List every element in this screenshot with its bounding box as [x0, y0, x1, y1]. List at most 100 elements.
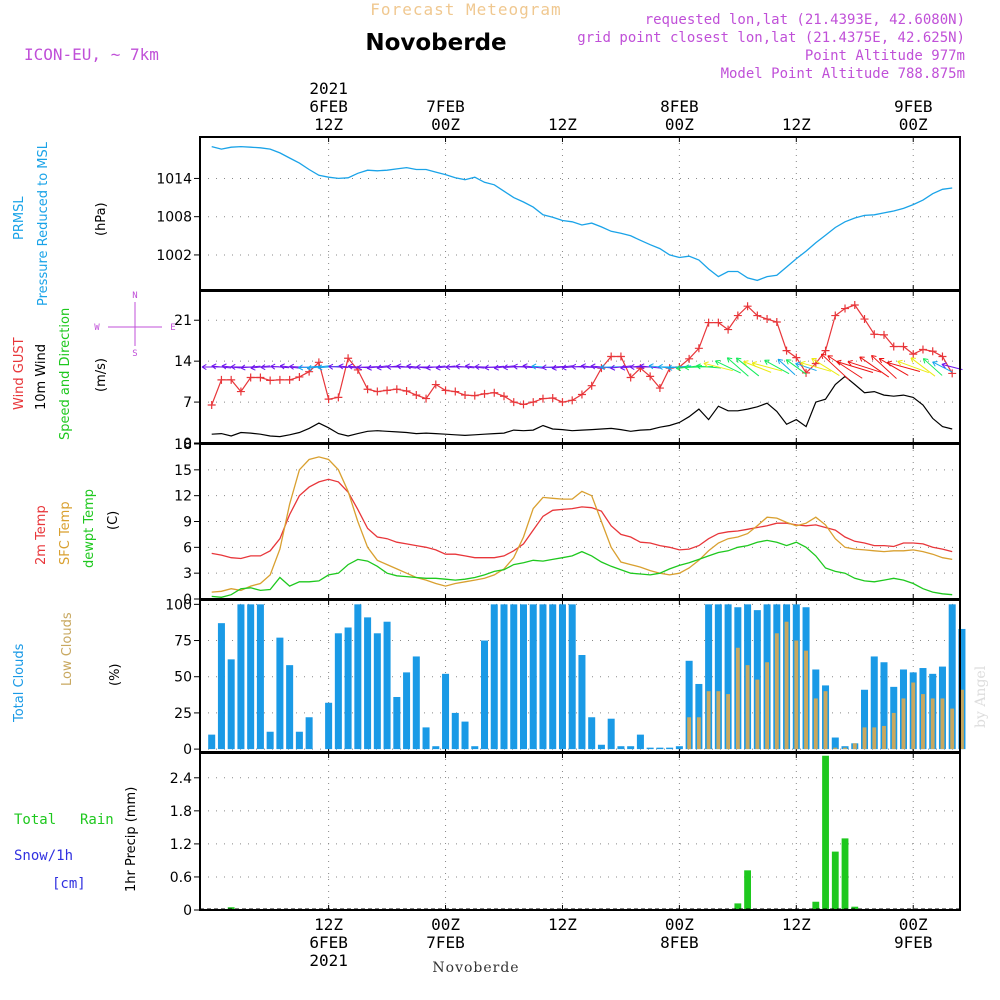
total-cloud-bar — [617, 746, 625, 750]
total-cloud-bar — [500, 604, 508, 750]
wind-arrow-head — [726, 357, 733, 363]
wind-arrow-head — [932, 361, 938, 367]
wind-arrow-head — [561, 364, 567, 371]
wind-arrow-head — [531, 363, 537, 370]
total-cloud-bar — [685, 660, 693, 750]
low-cloud-bar — [872, 727, 877, 750]
gust-marker — [880, 330, 888, 339]
time-label-bottom: 9FEB — [894, 933, 933, 952]
precip-label-1: 1hr Precip (mm) — [124, 787, 139, 892]
pressure-label-1: PRMSL — [12, 196, 27, 240]
gust-marker — [295, 372, 304, 381]
low-cloud-bar — [843, 747, 847, 750]
gust-marker — [538, 394, 547, 403]
temp-line-2 — [211, 539, 953, 598]
gust-marker — [763, 315, 772, 324]
total-cloud-bar — [227, 659, 235, 750]
precip-label-snow: Snow/1h — [14, 848, 73, 864]
wind-arrow-head — [240, 364, 246, 371]
temp-label-3: dewpt Temp — [82, 489, 97, 568]
time-label-bottom: 12Z — [548, 915, 577, 934]
wind-arrow-head — [366, 364, 372, 371]
panel-frame — [199, 136, 961, 291]
gust-marker — [889, 342, 898, 351]
low-cloud-bar — [765, 662, 770, 750]
total-cloud-bar — [325, 702, 333, 750]
wind-arrow-head — [376, 364, 382, 371]
gust-marker — [704, 318, 713, 327]
gridpoint-coords: grid point closest lon,lat (21.4375E, 42… — [577, 30, 965, 46]
gust-marker — [724, 325, 733, 334]
rain-bar — [822, 755, 829, 910]
gust-marker — [480, 389, 489, 398]
gust-marker — [802, 368, 811, 377]
wind-arrow-head — [474, 363, 480, 370]
gust-marker — [577, 390, 586, 399]
y-tick-label: 1002 — [156, 248, 192, 264]
total-cloud-bar — [831, 737, 839, 750]
gust-marker — [626, 373, 635, 382]
low-cloud-bar — [862, 727, 867, 750]
low-cloud-bar — [940, 698, 945, 750]
total-cloud-bar — [675, 746, 683, 750]
wind-arrow-head — [328, 363, 334, 370]
y-tick-label: 15 — [174, 463, 192, 479]
total-cloud-bar — [958, 628, 966, 750]
low-cloud-bar — [852, 743, 857, 750]
pressure-line — [211, 145, 953, 282]
wind-arrow-head — [827, 355, 833, 361]
total-cloud-bar — [256, 604, 264, 750]
gust-marker — [275, 375, 284, 384]
gust-marker — [850, 301, 859, 310]
low-cloud-bar — [774, 633, 779, 750]
wind-arrow-head — [910, 357, 916, 363]
wind-arrow-head — [541, 364, 547, 371]
gust-marker — [422, 394, 431, 403]
wind-arrow — [795, 362, 817, 372]
total-cloud-bar — [266, 731, 274, 750]
time-label-bottom: 00Z — [431, 915, 460, 934]
time-label-bottom: 12Z — [314, 915, 343, 934]
wind-arrow-head — [221, 363, 227, 370]
gust-marker — [285, 375, 294, 384]
gust-marker — [451, 387, 460, 396]
wind-arrow-head — [878, 357, 885, 364]
gust-marker — [412, 391, 421, 400]
gust-marker — [568, 396, 577, 405]
gust-marker — [431, 380, 440, 389]
wind-arrow-head — [800, 360, 806, 367]
wind-arrow — [696, 365, 722, 369]
wind-label-3: Speed and Direction — [58, 308, 73, 440]
wind-arrow-head — [270, 363, 276, 370]
precip-label-total: Total — [14, 812, 56, 828]
wind-arrow-head — [445, 364, 451, 371]
gust-marker — [207, 401, 216, 409]
time-label-top: 9FEB — [894, 97, 933, 116]
total-cloud-bar — [695, 683, 703, 750]
total-cloud-bar — [607, 718, 615, 750]
y-tick-label: 1.8 — [170, 804, 192, 820]
y-tick-label: 0 — [183, 592, 192, 608]
gust-marker — [607, 352, 616, 361]
gust-marker — [655, 384, 664, 393]
wind-arrow-head — [795, 361, 801, 368]
gust-marker — [363, 385, 372, 394]
total-cloud-bar — [334, 633, 342, 750]
panel-frame — [199, 443, 961, 600]
footer-station: Novoberde — [432, 960, 519, 976]
wind-arrow-head — [493, 364, 499, 371]
gust-marker — [402, 386, 411, 395]
total-cloud-bar — [422, 727, 430, 750]
gust-marker — [928, 347, 937, 356]
time-label-top: 6FEB — [309, 97, 348, 116]
wind-arrow-head — [941, 362, 947, 369]
precip-label-cm: [cm] — [52, 876, 86, 892]
total-cloud-bar — [373, 633, 381, 750]
gust-marker — [714, 318, 723, 327]
wind-arrow — [827, 355, 863, 379]
temp-label-2: SFC Temp — [58, 501, 73, 565]
total-cloud-bar — [412, 656, 420, 750]
wind-arrow-head — [600, 364, 606, 371]
time-label-top: 8FEB — [660, 97, 699, 116]
